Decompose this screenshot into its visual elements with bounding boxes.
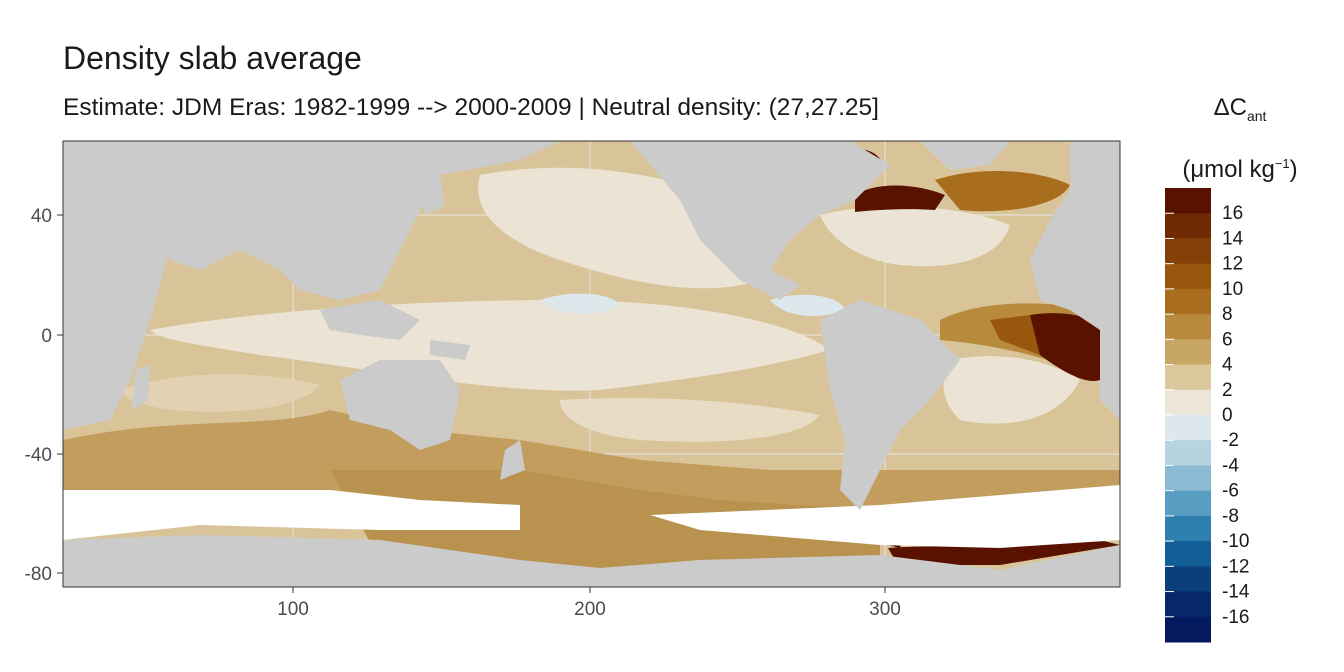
legend-label: -2 — [1222, 430, 1239, 451]
pacific-blue-patch — [540, 293, 620, 315]
legend-unit: (μmol kg−1) — [1182, 155, 1298, 183]
indian-light — [120, 374, 320, 412]
legend-label: 16 — [1222, 203, 1243, 224]
legend-swatch — [1165, 288, 1211, 315]
x-tick-label: 200 — [574, 599, 606, 620]
panel-border — [62, 140, 1121, 588]
legend-swatch — [1165, 263, 1211, 290]
japan — [420, 175, 445, 215]
legend-label: 10 — [1222, 279, 1243, 300]
maritime-continent — [320, 300, 420, 340]
y-tick-label: -40 — [25, 445, 52, 466]
legend-swatch — [1165, 616, 1211, 643]
africa — [63, 141, 170, 430]
legend-label: -12 — [1222, 556, 1249, 577]
pacific-blue-patch-east — [770, 294, 845, 316]
new-guinea — [430, 340, 470, 360]
legend-swatch — [1165, 238, 1211, 265]
legend-label: -16 — [1222, 607, 1249, 628]
x-axis: 100 200 300 — [277, 587, 901, 620]
y-tick-label: 0 — [41, 326, 52, 347]
x-tick-label: 100 — [277, 599, 309, 620]
australia — [340, 360, 460, 450]
legend-label: -4 — [1222, 455, 1239, 476]
legend-swatch — [1165, 314, 1211, 340]
atlantic-light-south — [943, 356, 1080, 424]
antarctica — [63, 535, 1120, 587]
legend-label: 14 — [1222, 228, 1244, 249]
legend-swatch — [1165, 364, 1211, 391]
y-axis: 40 0 -40 -80 — [25, 206, 63, 585]
legend-swatch — [1165, 188, 1211, 214]
atlantic-light-north — [820, 206, 1010, 267]
pacific-light-south — [560, 398, 820, 442]
europe-africa-east — [1030, 141, 1120, 420]
legend-swatch — [1165, 591, 1211, 618]
legend-swatch — [1165, 389, 1211, 416]
legend-swatch — [1165, 440, 1211, 466]
legend-swatch — [1165, 339, 1211, 366]
pacific-light-equatorial — [150, 300, 830, 391]
map-panel — [63, 141, 1120, 587]
legend-label: 6 — [1222, 329, 1233, 350]
legend-label: 0 — [1222, 405, 1233, 426]
x-tick-label: 300 — [869, 599, 901, 620]
legend-swatch — [1165, 490, 1211, 517]
legend-symbol: ΔCant — [1213, 94, 1267, 124]
legend-swatch — [1165, 515, 1211, 542]
north-atlantic-max — [855, 185, 945, 212]
legend-swatch — [1165, 465, 1211, 492]
eurasia — [150, 141, 560, 300]
north-atlantic-high — [935, 170, 1070, 212]
legend-swatch — [1165, 566, 1211, 593]
legend-swatch — [1165, 415, 1211, 441]
land — [63, 141, 1120, 510]
legend-label: 4 — [1222, 355, 1233, 376]
north-america — [630, 141, 890, 300]
legend-title: ΔCant (μmol kg−1) — [1160, 84, 1320, 194]
new-zealand — [500, 440, 525, 480]
y-tick-label: -80 — [25, 564, 52, 585]
map-title: Density slab average — [63, 40, 362, 76]
south-america — [820, 300, 960, 510]
madagascar — [132, 365, 150, 410]
legend-labels: 16 14 12 10 8 6 4 2 0 -2 -4 -6 -8 -10 -12 -14 -16 — [1222, 203, 1250, 628]
map-subtitle: Estimate: JDM Eras: 1982-1999 --> 2000-2… — [63, 94, 879, 121]
atlantic-tongue-mid — [990, 315, 1040, 355]
legend-label: 2 — [1222, 380, 1233, 401]
legend-swatch — [1165, 541, 1211, 567]
greenland — [920, 141, 1010, 170]
gulf-of-guinea-max — [1024, 313, 1100, 381]
legend-label: -6 — [1222, 481, 1239, 502]
legend-label: -14 — [1222, 582, 1250, 603]
sea-ice — [63, 485, 1120, 548]
legend-label: -8 — [1222, 506, 1239, 527]
legend-swatch — [1165, 213, 1211, 239]
southern-ocean-band-deep — [330, 470, 880, 570]
legend-label: -10 — [1222, 531, 1249, 552]
y-tick-label: 40 — [31, 206, 52, 227]
legend-label: 8 — [1222, 304, 1233, 325]
legend-label: 12 — [1222, 254, 1243, 275]
legend-colorbar — [1165, 188, 1211, 643]
